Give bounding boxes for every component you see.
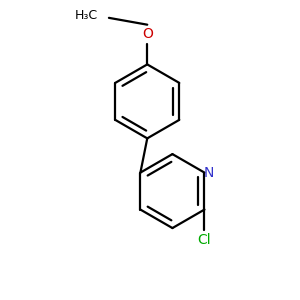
Text: H₃C: H₃C — [75, 9, 98, 22]
Text: O: O — [142, 27, 153, 41]
Text: N: N — [203, 166, 214, 180]
Text: Cl: Cl — [198, 233, 211, 247]
